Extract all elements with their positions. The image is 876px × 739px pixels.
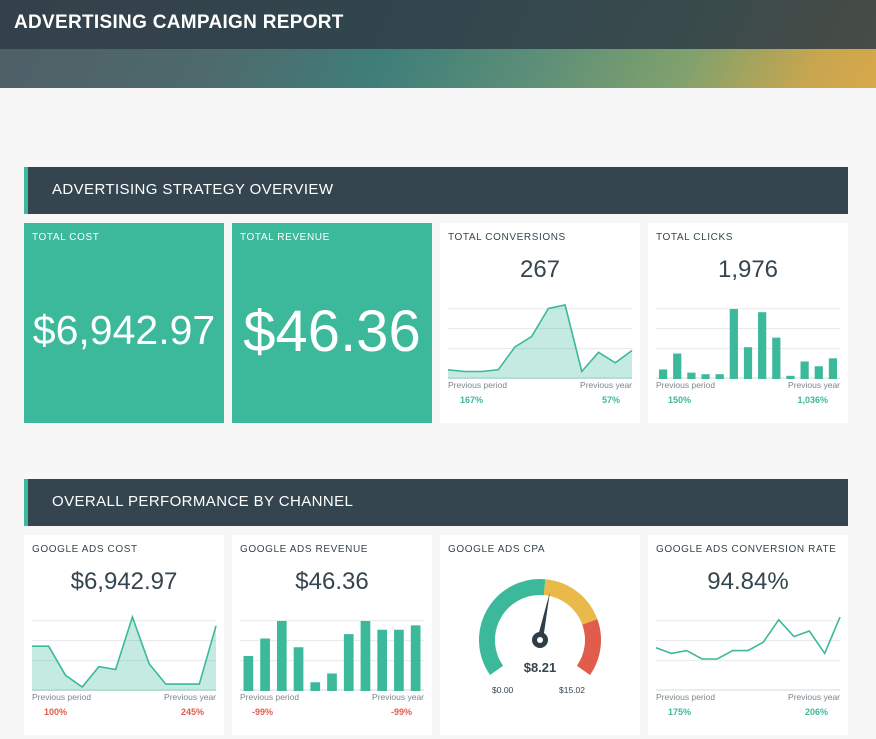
card-title: GOOGLE ADS REVENUE — [240, 544, 369, 555]
area-fill — [448, 305, 632, 379]
total-cost-value: $6,942.97 — [32, 307, 216, 353]
card-total-conversions[interactable]: TOTAL CONVERSIONS 267 Previous period 16… — [440, 223, 640, 423]
card-total-revenue[interactable]: TOTAL REVENUE $46.36 — [232, 223, 432, 423]
bar — [800, 361, 809, 379]
bar — [743, 347, 753, 379]
total-clicks-value: 1,976 — [717, 256, 779, 283]
card-title: TOTAL CLICKS — [656, 232, 734, 243]
card-title: GOOGLE ADS COST — [32, 544, 138, 555]
google-ads-cost-value: $6,942.97 — [70, 568, 178, 595]
gauge-min-label: $0.00 — [492, 685, 514, 695]
area-fill — [32, 617, 216, 691]
card-google-ads-revenue[interactable]: GOOGLE ADS REVENUE $46.36 Previous perio… — [232, 535, 432, 735]
bar — [394, 629, 404, 691]
previous-year-label: Previous year — [788, 692, 840, 702]
google-ads-revenue-value: $46.36 — [295, 568, 369, 595]
bar — [658, 369, 668, 379]
gauge-hub-center — [537, 637, 543, 643]
google-ads-cost-area-chart — [31, 614, 217, 691]
gauge-yellow-segment — [543, 579, 598, 625]
bar — [687, 372, 696, 379]
gauge-green-segment — [479, 579, 546, 675]
bar — [243, 656, 254, 691]
clicks-bar-chart — [656, 308, 840, 379]
bar — [814, 366, 823, 379]
gauge-max-label: $15.02 — [559, 685, 585, 695]
previous-period-value: -99% — [252, 707, 274, 717]
section-title: OVERALL PERFORMANCE BY CHANNEL — [52, 493, 354, 510]
previous-year-label: Previous year — [788, 380, 840, 390]
previous-period-label: Previous period — [656, 692, 716, 702]
previous-period-label: Previous period — [32, 692, 92, 702]
section-title: ADVERTISING STRATEGY OVERVIEW — [52, 181, 334, 198]
card-title: TOTAL REVENUE — [240, 232, 330, 243]
previous-period-value: 175% — [668, 707, 692, 717]
cpa-value: $8.21 — [523, 660, 557, 675]
bar — [327, 673, 337, 691]
report-banner: ADVERTISING CAMPAIGN REPORT — [0, 0, 876, 88]
bar — [343, 634, 354, 691]
total-revenue-value: $46.36 — [243, 299, 421, 364]
total-conversions-value: 267 — [519, 256, 561, 283]
previous-period-value: 167% — [460, 395, 484, 405]
bar — [260, 638, 270, 691]
bar — [310, 682, 321, 691]
card-total-cost[interactable]: TOTAL COST $6,942.97 — [24, 223, 224, 423]
card-title: GOOGLE ADS CONVERSION RATE — [656, 544, 837, 555]
bar — [828, 358, 838, 379]
previous-year-label: Previous year — [164, 692, 216, 702]
previous-period-value: 150% — [668, 395, 692, 405]
previous-year-value: 206% — [804, 707, 828, 717]
bar — [715, 374, 724, 379]
bar — [360, 621, 371, 691]
gauge-red-segment — [576, 619, 601, 675]
cpa-gauge — [479, 579, 601, 675]
previous-year-value: -99% — [390, 707, 412, 717]
series-line — [32, 614, 217, 689]
banner-title-bar — [0, 0, 876, 49]
previous-period-label: Previous period — [448, 380, 508, 390]
bar — [377, 629, 388, 691]
report-title: ADVERTISING CAMPAIGN REPORT — [14, 12, 344, 33]
previous-period-value: 100% — [44, 707, 68, 717]
bar — [673, 353, 682, 379]
conversion-rate-value: 94.84% — [707, 568, 789, 595]
card-title: TOTAL CONVERSIONS — [448, 232, 566, 243]
bar — [729, 309, 738, 379]
previous-year-value: 1,036% — [797, 395, 828, 405]
previous-period-label: Previous period — [240, 692, 300, 702]
bar — [772, 337, 781, 379]
conversions-area-chart — [447, 304, 633, 379]
card-google-ads-cost[interactable]: GOOGLE ADS COST $6,942.97 Previous perio… — [24, 535, 224, 735]
previous-year-value: 245% — [180, 707, 204, 717]
bar — [701, 374, 710, 379]
card-google-ads-cpa[interactable]: GOOGLE ADS CPA $8.21 $0.00 $15.02 — [440, 535, 640, 735]
series-line — [655, 616, 841, 660]
bar — [293, 647, 304, 691]
previous-year-label: Previous year — [580, 380, 632, 390]
card-google-ads-conversion-rate[interactable]: GOOGLE ADS CONVERSION RATE 94.84% Previo… — [648, 535, 848, 735]
section-header-overview: ADVERTISING STRATEGY OVERVIEW — [24, 167, 848, 214]
conversion-rate-line-chart — [655, 616, 841, 691]
card-title: GOOGLE ADS CPA — [448, 544, 546, 555]
section-header-channel: OVERALL PERFORMANCE BY CHANNEL — [24, 479, 848, 526]
previous-year-value: 57% — [601, 395, 620, 405]
google-ads-revenue-bar-chart — [240, 620, 424, 691]
bar — [276, 621, 287, 691]
card-title: TOTAL COST — [32, 232, 100, 243]
bar — [758, 312, 767, 379]
previous-period-label: Previous period — [656, 380, 716, 390]
gauge-needle — [537, 592, 550, 641]
bar — [786, 375, 795, 379]
card-total-clicks[interactable]: TOTAL CLICKS 1,976 Previous period 150% … — [648, 223, 848, 423]
series-line — [447, 304, 633, 374]
bar — [410, 625, 421, 691]
previous-year-label: Previous year — [372, 692, 424, 702]
